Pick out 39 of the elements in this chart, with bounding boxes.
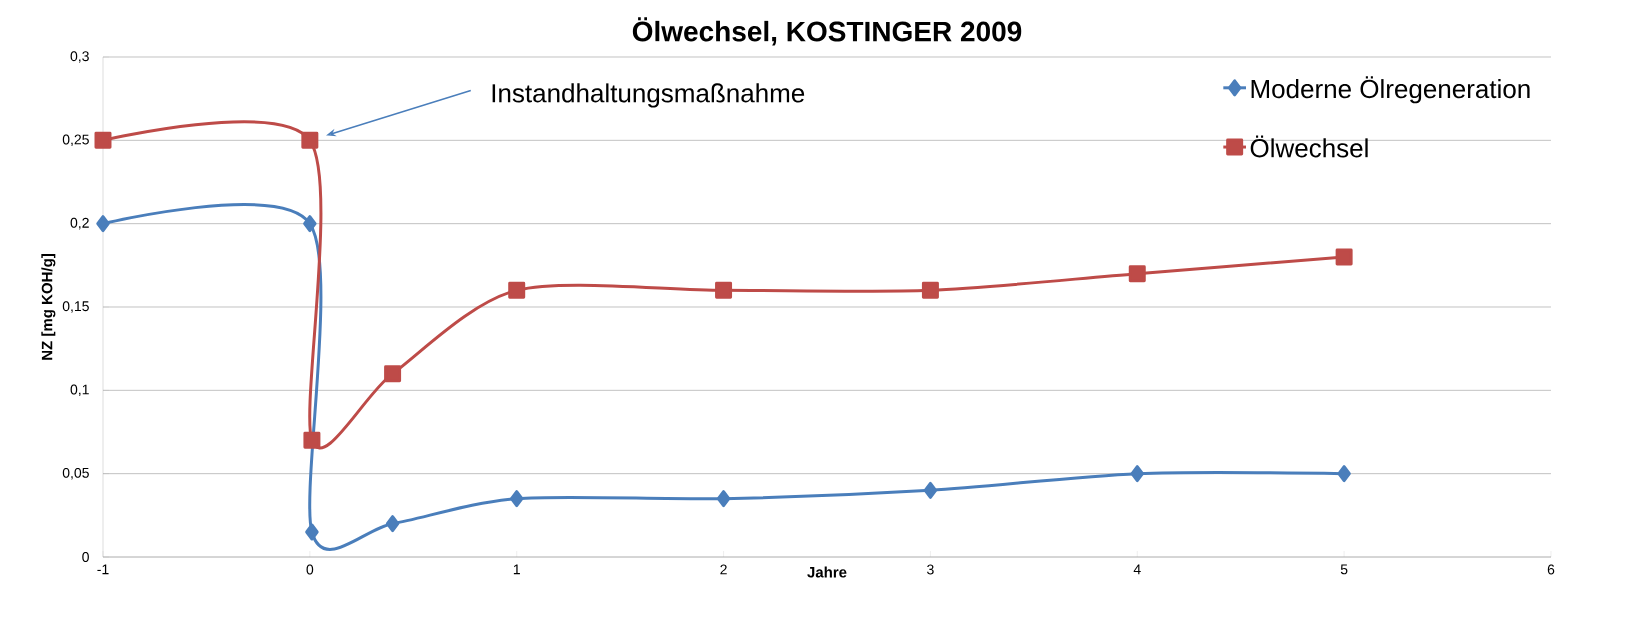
- x-tick-label: 2: [720, 564, 727, 575]
- x-tick-label: 3: [927, 564, 934, 575]
- point: [94, 131, 112, 149]
- point: [923, 481, 938, 499]
- point: [303, 431, 321, 449]
- y-tick-label: 0: [82, 552, 89, 562]
- point: [96, 215, 110, 233]
- y-tick-label: 0,2: [70, 217, 89, 230]
- point: [715, 281, 733, 299]
- point: [303, 215, 317, 233]
- y-tick-label: 0,05: [62, 467, 89, 480]
- x-tick-label: 4: [1133, 564, 1141, 575]
- annotation: Instandhaltungsmaßnahme: [492, 83, 805, 108]
- x-tick-label: -1: [97, 564, 109, 575]
- chart-title: Ölwechsel, KOSTINGER 2009: [632, 17, 1022, 46]
- point: [384, 365, 402, 383]
- legend-label: Ölwechsel: [1250, 135, 1368, 158]
- point: [301, 131, 319, 149]
- x-tick-label: 0: [306, 564, 314, 575]
- point: [1337, 465, 1351, 483]
- y-tick-label: 0,3: [70, 51, 89, 63]
- point: [921, 281, 939, 299]
- point: [1130, 465, 1145, 483]
- y-axis-title: NZ [mg KOH/g]: [41, 254, 56, 360]
- y-tick-label: 0,25: [62, 134, 89, 147]
- point: [305, 523, 319, 541]
- point: [716, 490, 731, 508]
- x-axis-title: Jahre: [807, 566, 847, 578]
- y-tick-label: 0,15: [62, 301, 89, 313]
- legend-label: Moderne Ölregeneration: [1251, 76, 1530, 104]
- point: [1128, 265, 1146, 283]
- x-tick-label: 6: [1547, 564, 1555, 575]
- x-tick-label: 1: [513, 564, 520, 575]
- x-tick-label: 5: [1340, 564, 1348, 575]
- point: [508, 281, 526, 299]
- point: [385, 515, 400, 533]
- point: [1335, 248, 1353, 266]
- point: [509, 490, 524, 508]
- y-tick-label: 0,1: [70, 384, 89, 397]
